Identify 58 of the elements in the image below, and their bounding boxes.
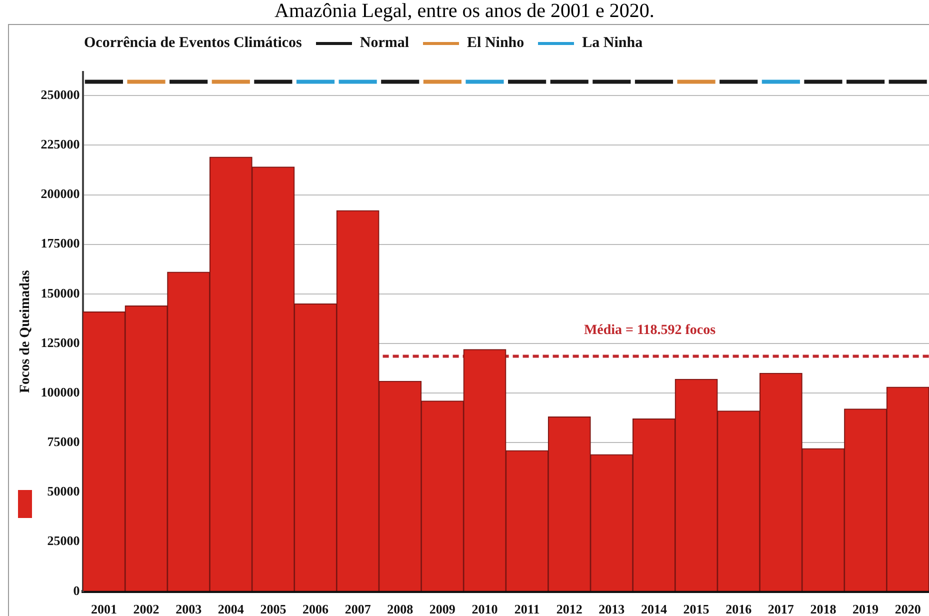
- y-tick-label: 200000: [40, 186, 80, 202]
- bar: [212, 80, 250, 84]
- bar: [466, 80, 504, 84]
- bar: [592, 80, 631, 84]
- x-tick-label: 2016: [726, 602, 752, 616]
- bar: [550, 80, 588, 84]
- legend-label: Normal: [360, 35, 410, 52]
- y-tick-label: 25000: [47, 533, 80, 548]
- bar: [296, 80, 335, 84]
- bar: [508, 80, 546, 84]
- bar: [127, 80, 166, 84]
- bar: [381, 80, 420, 84]
- ref-line-label: Média = 118.592 focos: [584, 323, 716, 338]
- x-tick-label: 2008: [387, 602, 414, 616]
- bar: [762, 80, 800, 84]
- x-tick-label: 2017: [768, 602, 794, 616]
- bar: [888, 80, 927, 84]
- x-tick-label: 2012: [556, 602, 582, 616]
- bar: [84, 80, 123, 84]
- bar: [677, 80, 716, 84]
- x-tick-label: 2001: [90, 602, 117, 616]
- x-tick-label: 2009: [429, 602, 456, 616]
- bar: [423, 80, 462, 84]
- y-tick-label: 100000: [40, 384, 80, 400]
- y-tick-label: 225000: [40, 136, 80, 152]
- x-tick-label: 2020: [894, 602, 921, 616]
- bar: [170, 80, 208, 84]
- x-tick-label: 2002: [133, 602, 160, 616]
- x-tick-label: 2003: [176, 602, 202, 616]
- chart-title: Amazônia Legal, entre os anos de 2001 e 2020.: [274, 0, 656, 22]
- y-tick-label: 0: [73, 582, 80, 598]
- y-tick-label: 250000: [40, 86, 80, 102]
- bar: [804, 80, 842, 84]
- bar: [846, 80, 885, 84]
- y-tick-label: 125000: [40, 334, 80, 350]
- x-tick-label: 2005: [260, 602, 287, 616]
- legend-label: El Ninho: [467, 35, 524, 52]
- bar: [720, 80, 758, 84]
- x-tick-label: 2007: [344, 602, 372, 616]
- x-tick-label: 2010: [472, 602, 498, 616]
- legend-label: La Ninha: [582, 35, 643, 52]
- x-tick-label: 2004: [218, 602, 244, 616]
- bar: [634, 80, 674, 84]
- bar: [338, 80, 377, 84]
- legend-title: Ocorrência de Eventos Climáticos: [84, 35, 302, 52]
- x-tick-label: 2013: [598, 602, 626, 616]
- y-tick-label: 175000: [40, 236, 80, 251]
- y-tick-label: 150000: [40, 285, 80, 300]
- y-tick-label: 50000: [47, 484, 80, 499]
- bar: [254, 80, 292, 84]
- x-tick-label: 2014: [640, 602, 668, 616]
- x-tick-label: 2015: [683, 602, 710, 616]
- x-tick-label: 2019: [852, 602, 880, 616]
- y-tick-label: 75000: [47, 434, 80, 450]
- x-tick-label: 2006: [302, 602, 330, 616]
- x-tick-label: 2018: [810, 602, 837, 616]
- x-tick-label: 2011: [514, 602, 540, 616]
- y-axis-title: Focos de Queimadas: [18, 270, 34, 394]
